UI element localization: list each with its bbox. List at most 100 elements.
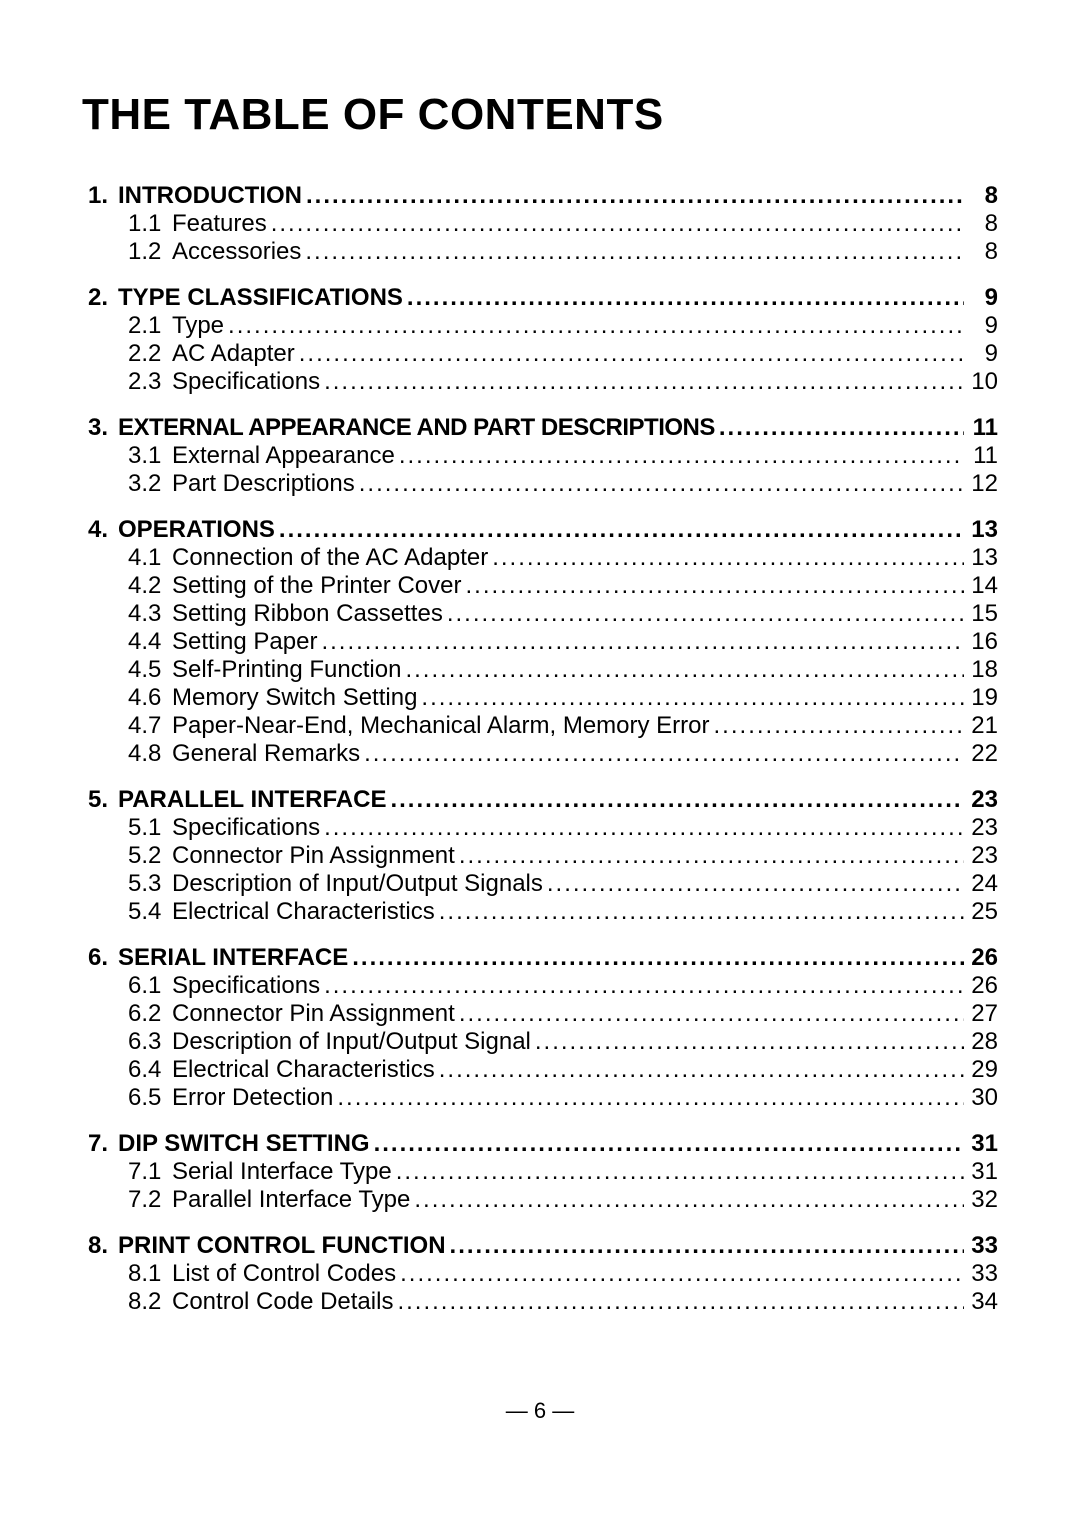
toc-chapter-line: 8.PRINT CONTROL FUNCTION ...............…: [82, 1232, 998, 1260]
sub-title: Specifications: [172, 972, 320, 1000]
toc-sub-line: 4.4Setting Paper .......................…: [82, 628, 998, 656]
chapter-title: SERIAL INTERFACE: [118, 944, 348, 972]
sub-page: 12: [964, 470, 998, 498]
sub-number: 1.1: [82, 210, 172, 238]
toc-chapter-line: 6.SERIAL INTERFACE .....................…: [82, 944, 998, 972]
toc-sub-line: 1.1Features ............................…: [82, 210, 998, 238]
sub-page: 9: [964, 340, 998, 368]
leader-dots: ........................................…: [302, 182, 964, 210]
toc-sub-line: 6.5Error Detection .....................…: [82, 1084, 998, 1112]
leader-dots: ........................................…: [320, 972, 964, 1000]
chapter-number: 1.: [82, 182, 118, 210]
chapter-page: 9: [964, 284, 998, 312]
sub-title: Connector Pin Assignment: [172, 1000, 455, 1028]
sub-page: 19: [964, 684, 998, 712]
toc-sub-line: 5.3Description of Input/Output Signals .…: [82, 870, 998, 898]
sub-page: 13: [964, 544, 998, 572]
sub-number: 3.1: [82, 442, 172, 470]
sub-title: AC Adapter: [172, 340, 295, 368]
chapter-title: EXTERNAL APPEARANCE AND PART DESCRIPTION…: [118, 414, 715, 442]
sub-page: 29: [964, 1056, 998, 1084]
sub-number: 4.8: [82, 740, 172, 768]
toc-sub-line: 7.2Parallel Interface Type .............…: [82, 1186, 998, 1214]
toc-chapter-line: 4.OPERATIONS ...........................…: [82, 516, 998, 544]
sub-number: 2.1: [82, 312, 172, 340]
sub-title: Setting of the Printer Cover: [172, 572, 461, 600]
sub-number: 8.1: [82, 1260, 172, 1288]
leader-dots: ........................................…: [275, 516, 964, 544]
leader-dots: ........................................…: [401, 656, 964, 684]
sub-title: Part Descriptions: [172, 470, 355, 498]
sub-title: External Appearance: [172, 442, 395, 470]
sub-number: 4.2: [82, 572, 172, 600]
toc-section: 4.OPERATIONS ...........................…: [82, 516, 998, 768]
sub-page: 25: [964, 898, 998, 926]
leader-dots: ........................................…: [455, 842, 964, 870]
toc-sub-line: 2.2AC Adapter ..........................…: [82, 340, 998, 368]
sub-title: Accessories: [172, 238, 301, 266]
toc-sub-line: 6.1Specifications ......................…: [82, 972, 998, 1000]
leader-dots: ........................................…: [461, 572, 964, 600]
toc-sub-line: 6.4Electrical Characteristics ..........…: [82, 1056, 998, 1084]
leader-dots: ........................................…: [224, 312, 964, 340]
leader-dots: ........................................…: [543, 870, 964, 898]
leader-dots: ........................................…: [443, 600, 964, 628]
sub-number: 4.6: [82, 684, 172, 712]
sub-title: Setting Paper: [172, 628, 317, 656]
page-number: — 6 —: [0, 1398, 1080, 1424]
sub-title: Electrical Characteristics: [172, 1056, 435, 1084]
toc-sub-line: 6.2Connector Pin Assignment ............…: [82, 1000, 998, 1028]
toc-sub-line: 3.2Part Descriptions ...................…: [82, 470, 998, 498]
chapter-number: 8.: [82, 1232, 118, 1260]
toc-sub-line: 5.2Connector Pin Assignment ............…: [82, 842, 998, 870]
chapter-title: TYPE CLASSIFICATIONS: [118, 284, 403, 312]
sub-number: 3.2: [82, 470, 172, 498]
leader-dots: ........................................…: [360, 740, 964, 768]
leader-dots: ........................................…: [396, 1260, 964, 1288]
sub-title: Error Detection: [172, 1084, 333, 1112]
leader-dots: ........................................…: [333, 1084, 964, 1112]
leader-dots: ........................................…: [710, 712, 964, 740]
chapter-title: PARALLEL INTERFACE: [118, 786, 386, 814]
leader-dots: ........................................…: [355, 470, 964, 498]
sub-page: 23: [964, 842, 998, 870]
sub-title: Description of Input/Output Signals: [172, 870, 543, 898]
chapter-number: 3.: [82, 414, 118, 442]
leader-dots: ........................................…: [455, 1000, 964, 1028]
toc-sub-line: 2.1Type ................................…: [82, 312, 998, 340]
toc-section: 1.INTRODUCTION .........................…: [82, 182, 998, 266]
sub-number: 8.2: [82, 1288, 172, 1316]
sub-page: 31: [964, 1158, 998, 1186]
chapter-title: INTRODUCTION: [118, 182, 302, 210]
sub-number: 4.5: [82, 656, 172, 684]
sub-title: Electrical Characteristics: [172, 898, 435, 926]
leader-dots: ........................................…: [301, 238, 964, 266]
sub-title: Specifications: [172, 368, 320, 396]
toc-sub-line: 8.1List of Control Codes ...............…: [82, 1260, 998, 1288]
sub-number: 1.2: [82, 238, 172, 266]
leader-dots: ........................................…: [435, 898, 964, 926]
toc-sub-line: 7.1Serial Interface Type ...............…: [82, 1158, 998, 1186]
chapter-page: 26: [964, 944, 998, 972]
sub-page: 10: [964, 368, 998, 396]
sub-number: 7.1: [82, 1158, 172, 1186]
sub-number: 2.2: [82, 340, 172, 368]
sub-number: 4.4: [82, 628, 172, 656]
chapter-number: 7.: [82, 1130, 118, 1158]
sub-title: Connection of the AC Adapter: [172, 544, 488, 572]
chapter-number: 6.: [82, 944, 118, 972]
sub-number: 4.1: [82, 544, 172, 572]
page-title: THE TABLE OF CONTENTS: [82, 90, 998, 140]
page-container: THE TABLE OF CONTENTS 1.INTRODUCTION ...…: [0, 0, 1080, 1316]
chapter-title: PRINT CONTROL FUNCTION: [118, 1232, 446, 1260]
sub-page: 9: [964, 312, 998, 340]
leader-dots: ........................................…: [295, 340, 964, 368]
toc-sub-line: 4.1Connection of the AC Adapter ........…: [82, 544, 998, 572]
sub-number: 5.1: [82, 814, 172, 842]
sub-page: 11: [964, 442, 998, 470]
sub-title: Self-Printing Function: [172, 656, 401, 684]
sub-number: 4.7: [82, 712, 172, 740]
sub-page: 18: [964, 656, 998, 684]
sub-page: 21: [964, 712, 998, 740]
leader-dots: ........................................…: [348, 944, 964, 972]
